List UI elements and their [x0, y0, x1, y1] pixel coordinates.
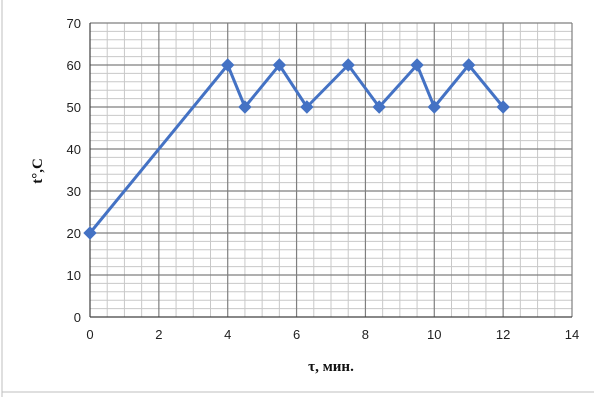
x-tick-label: 2: [155, 327, 162, 342]
x-tick-label: 4: [224, 327, 231, 342]
y-axis-title: t°,C: [30, 158, 46, 184]
y-tick-label: 0: [74, 310, 81, 325]
x-tick-label: 6: [293, 327, 300, 342]
x-axis-title: τ, мин.: [308, 359, 354, 375]
y-tick-label: 10: [67, 268, 81, 283]
x-tick-label: 10: [427, 327, 441, 342]
y-tick-label: 40: [67, 142, 81, 157]
x-tick-label: 8: [362, 327, 369, 342]
x-tick-label: 14: [565, 327, 579, 342]
y-tick-label: 20: [67, 226, 81, 241]
x-tick-label: 0: [86, 327, 93, 342]
y-tick-label: 30: [67, 184, 81, 199]
y-tick-label: 60: [67, 58, 81, 73]
x-tick-label: 12: [496, 327, 510, 342]
y-tick-label: 50: [67, 100, 81, 115]
y-tick-label: 70: [67, 16, 81, 31]
